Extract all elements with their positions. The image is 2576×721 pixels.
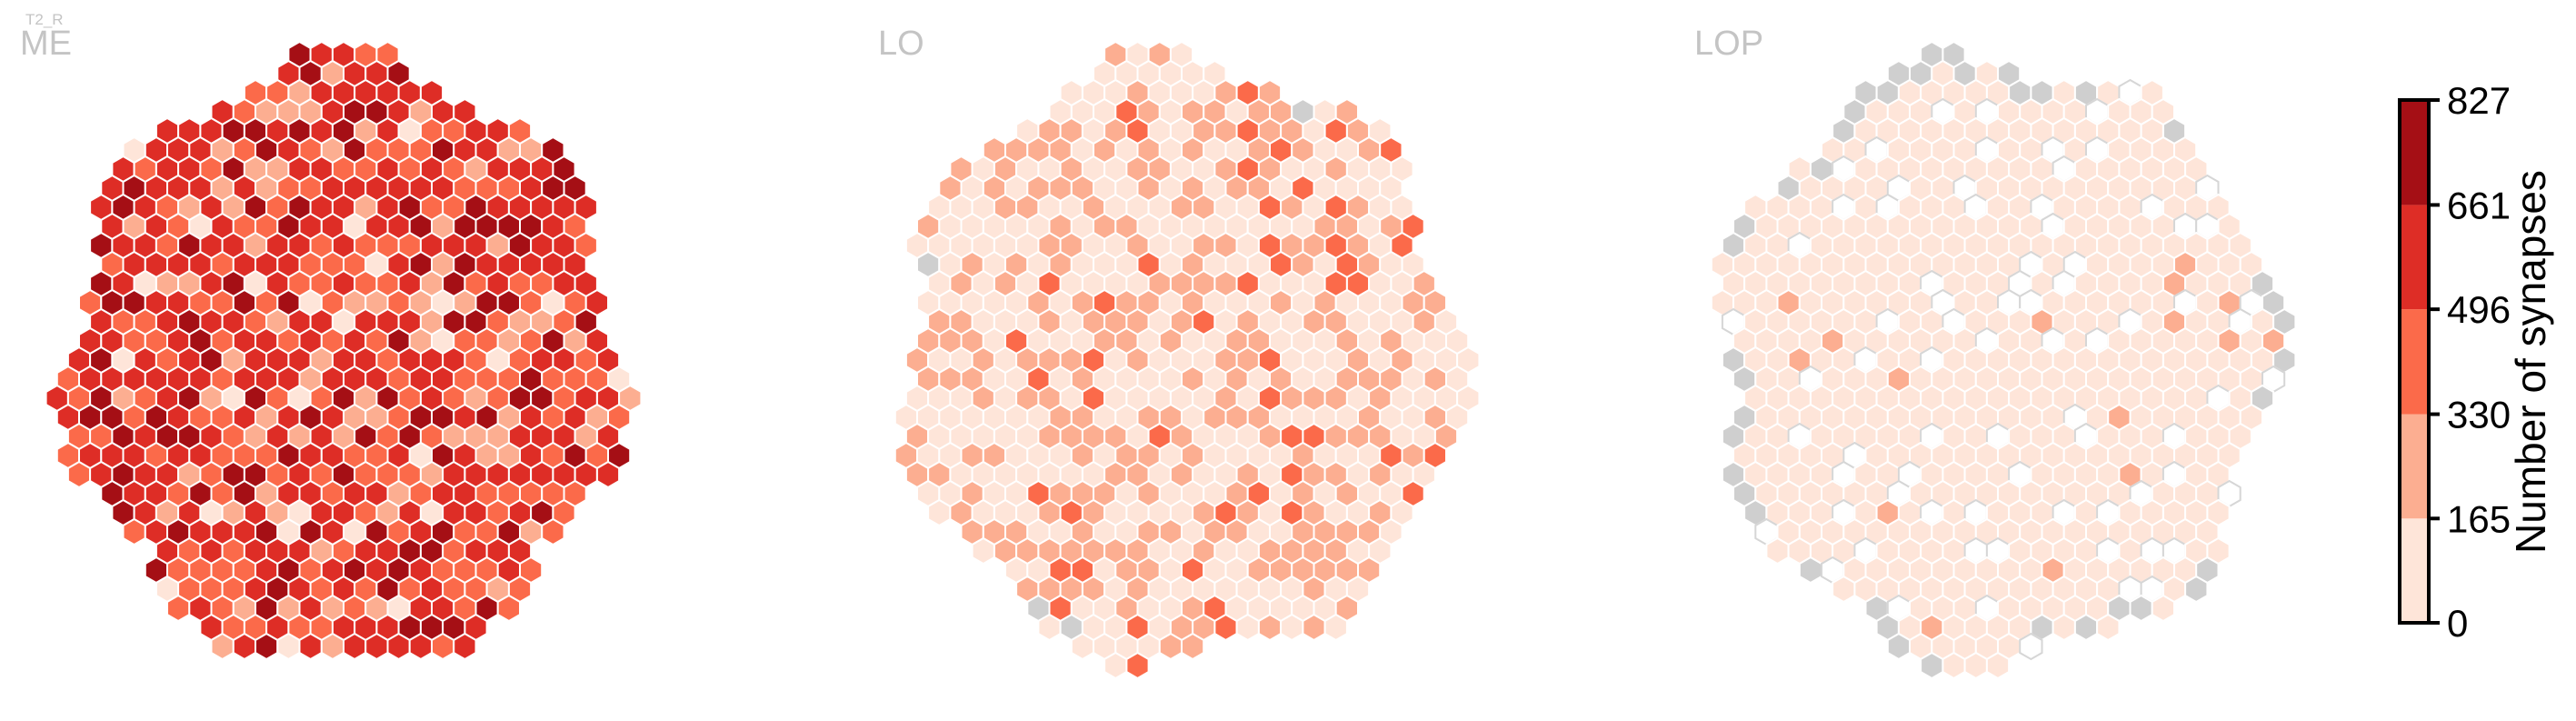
hex-cell [1987, 653, 2009, 678]
hex-cell [365, 634, 387, 659]
hex-cell [928, 500, 950, 526]
hex-cell [277, 634, 299, 659]
hex-cell [2053, 615, 2075, 640]
colorbar-bin [2400, 205, 2429, 309]
hex-cell [1325, 615, 1347, 640]
hex-cell [2131, 596, 2152, 621]
colorbar-tick-label: 0 [2447, 602, 2468, 645]
hex-cell [68, 462, 90, 487]
colorbar: 0 165 330 496 661 827 Number of synapses [2400, 79, 2554, 645]
hex-cell [1160, 634, 1182, 659]
colorbar-tick-label: 661 [2447, 184, 2511, 226]
hex-cell [1281, 615, 1303, 640]
colorbar-bin [2400, 100, 2429, 205]
colorbar-bin [2400, 309, 2429, 414]
hex-cell [2097, 615, 2119, 640]
colorbar-tick-label: 165 [2447, 497, 2511, 540]
hex-cell [597, 462, 619, 487]
hex-cell [1237, 615, 1259, 640]
hex-cell [1259, 615, 1281, 640]
hex-cell [388, 634, 410, 659]
hex-cell [255, 634, 277, 659]
panel-lo: LO [878, 25, 1479, 678]
hex-cell [1832, 576, 1854, 602]
hex-cell [973, 538, 994, 564]
hex-cell [542, 519, 564, 545]
hex-cell [1800, 557, 1822, 583]
hex-cell [212, 634, 234, 659]
hex-cell [1038, 615, 1060, 640]
panel-lop: LOP [1694, 25, 2295, 678]
hex-cell [1965, 653, 1987, 678]
hex-cell [498, 596, 520, 621]
hex-cell [1942, 653, 1964, 678]
colorbar-tick-label: 330 [2447, 394, 2511, 436]
hex-cell [2020, 634, 2042, 659]
hex-cell [124, 519, 145, 545]
colorbar-tick-label: 827 [2447, 79, 2511, 122]
hex-cell [1921, 653, 1942, 678]
hex-cell [410, 634, 432, 659]
panel-title-lop: LOP [1694, 25, 1763, 63]
hex-cell [300, 634, 322, 659]
panel-title-lo: LO [878, 25, 924, 63]
hex-cell [167, 596, 189, 621]
hex-cell [234, 634, 255, 659]
hex-cell [1303, 615, 1324, 640]
hex-cell [2185, 576, 2207, 602]
hex-cell [432, 634, 454, 659]
hex-cell [322, 634, 344, 659]
hex-cell [344, 634, 365, 659]
hex-cell [1766, 538, 1788, 564]
hex-cell [1104, 653, 1126, 678]
hex-cell [1182, 634, 1203, 659]
colorbar-label: Number of synapses [2507, 170, 2554, 554]
hex-cell [1072, 634, 1093, 659]
colorbar-bin [2400, 518, 2429, 623]
hex-cell [2152, 596, 2174, 621]
panel-title-me: ME [20, 25, 72, 63]
hex-cell [454, 634, 475, 659]
hex-cell [2075, 615, 2097, 640]
hex-cell [1126, 653, 1148, 678]
panel-me: ME [20, 25, 641, 659]
hex-cell [1214, 615, 1236, 640]
hex-cell [1888, 634, 1910, 659]
colorbar-tick-label: 496 [2447, 288, 2511, 331]
colorbar-bin [2400, 415, 2429, 519]
